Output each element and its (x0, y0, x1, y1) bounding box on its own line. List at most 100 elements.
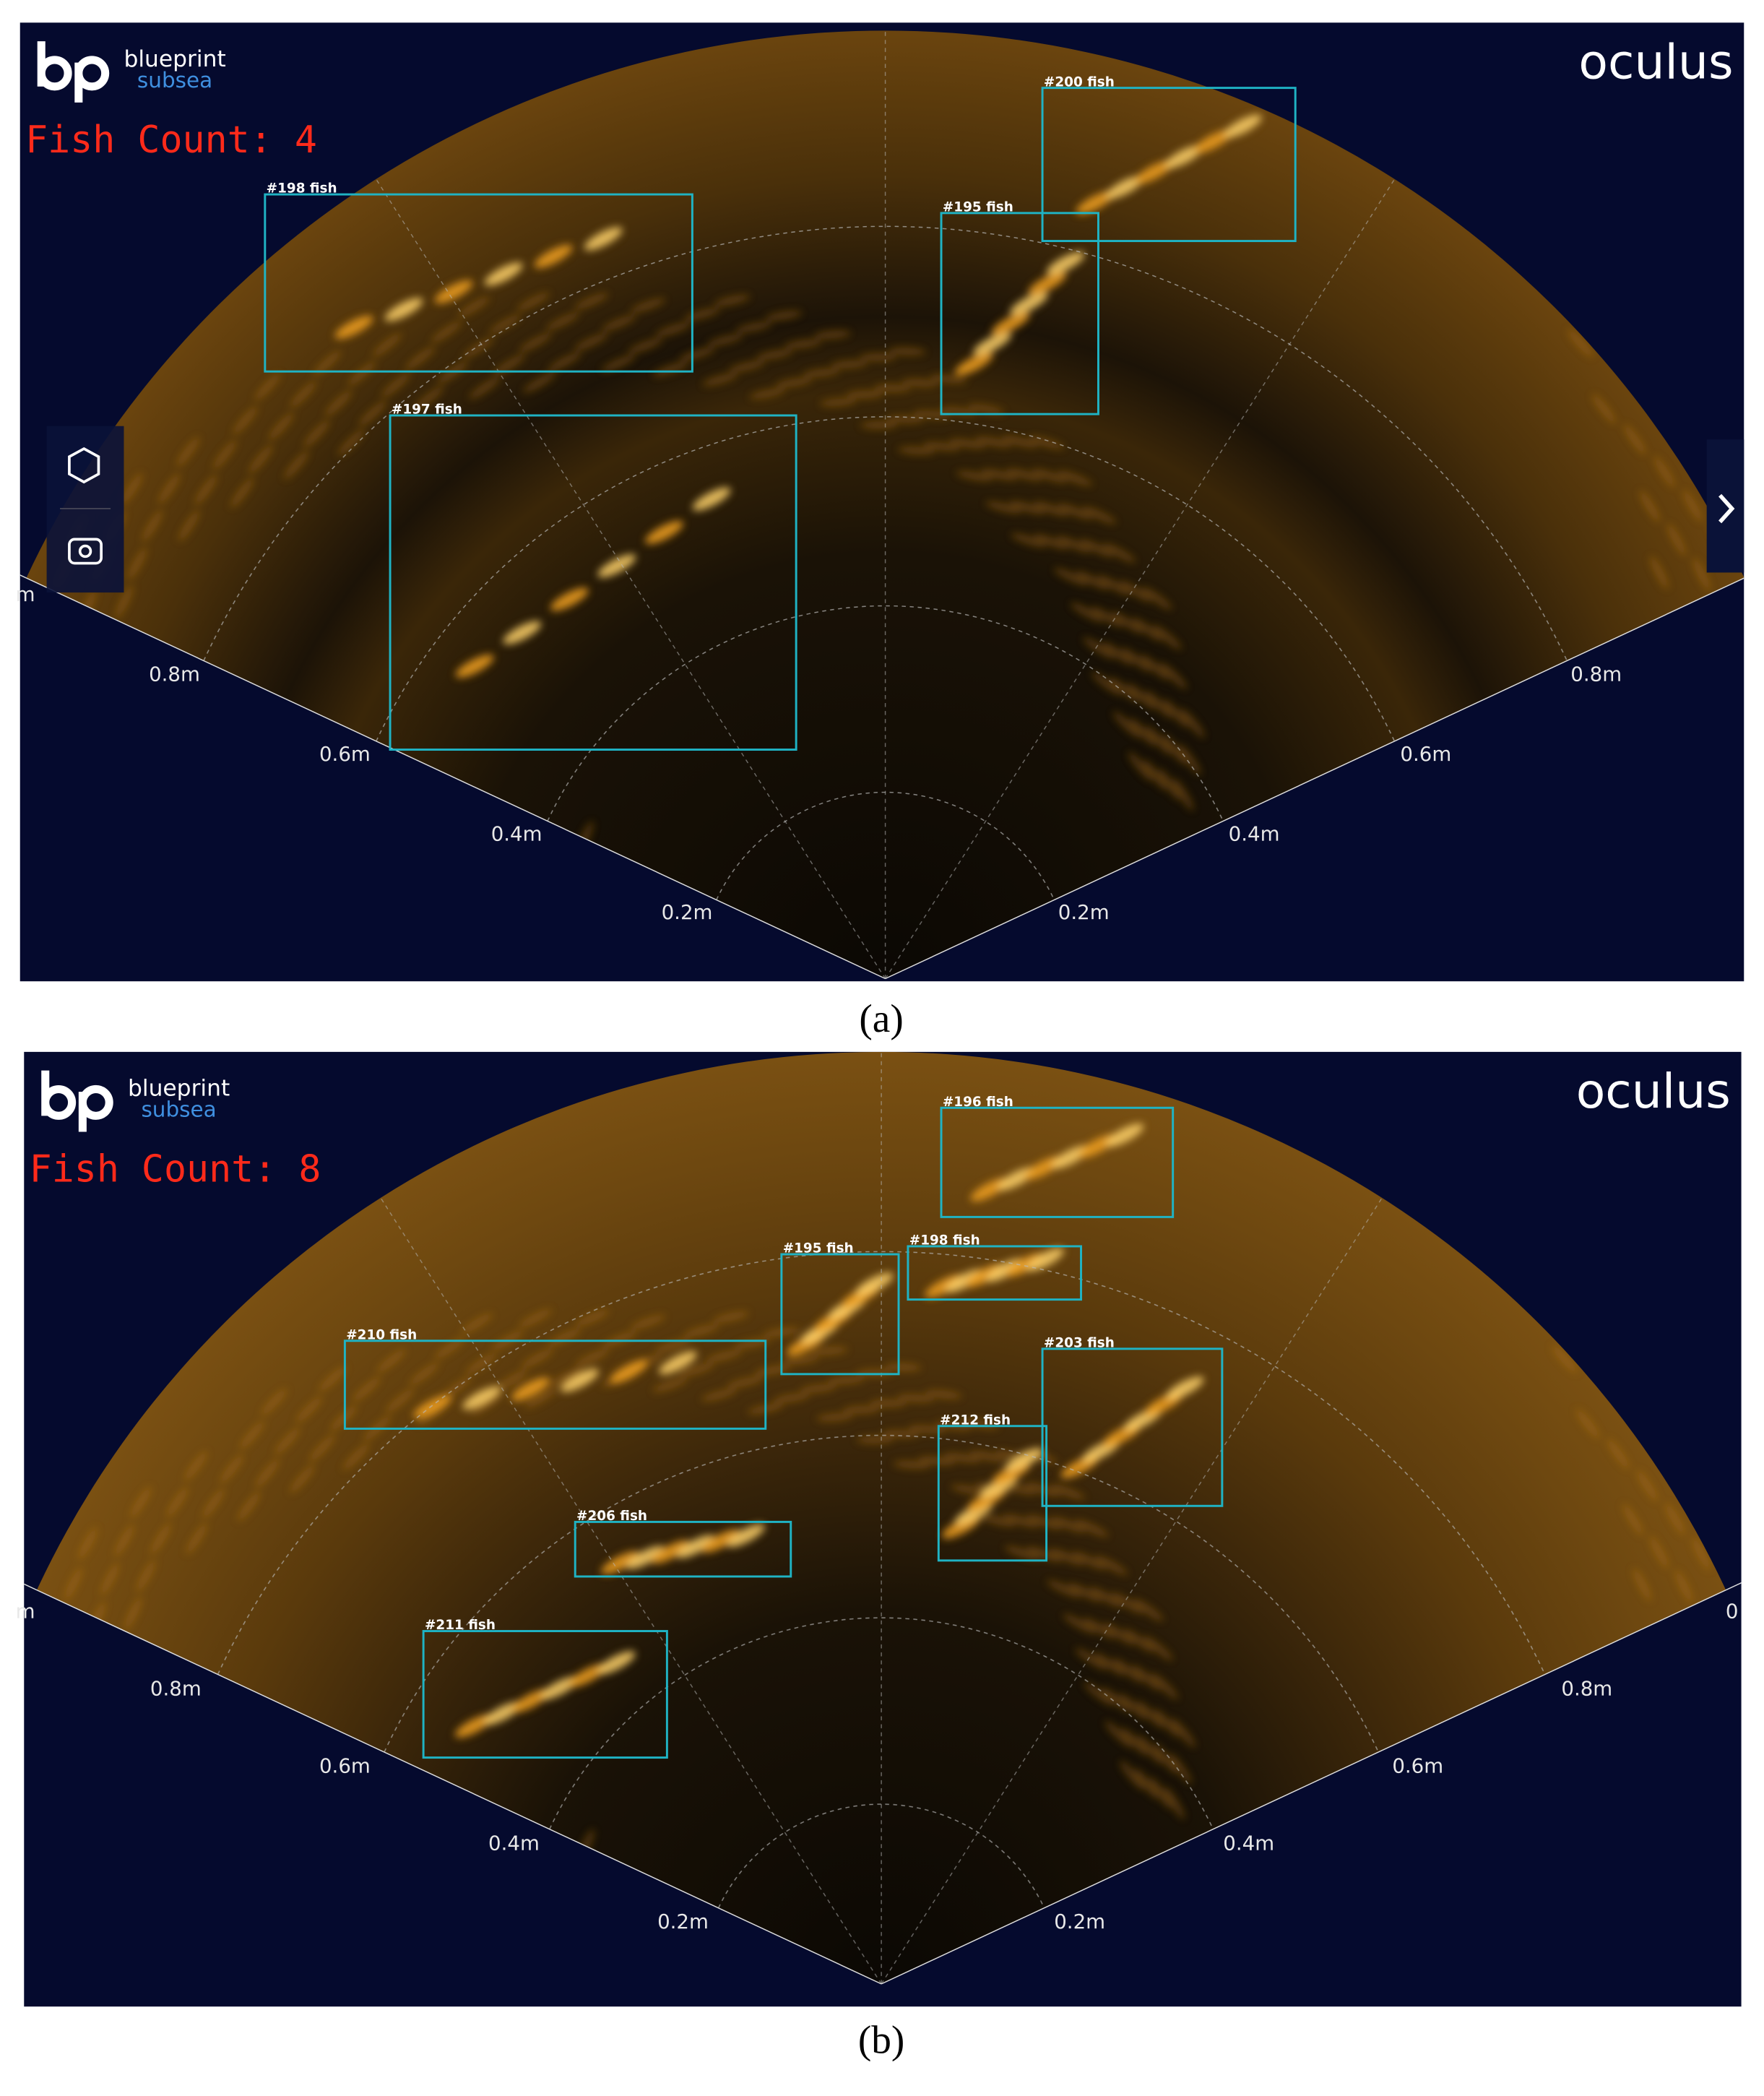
detection-label: #200 fish (1044, 74, 1115, 90)
fish-echo (973, 332, 1012, 355)
camera-icon[interactable] (68, 538, 103, 565)
echo-speckle (873, 384, 911, 392)
expand-chevron[interactable] (1718, 493, 1735, 524)
echo-speckle (289, 1465, 315, 1493)
camera-lens (78, 544, 92, 558)
detection-label: #203 fish (1044, 1335, 1115, 1350)
echo-speckle (1103, 1623, 1135, 1645)
echo-speckle (1082, 506, 1117, 524)
range-label-left: 0.2m (662, 900, 713, 924)
logo-bp (41, 1070, 113, 1132)
echo-speckle (735, 322, 773, 333)
sonar-panel: 0.8m 0.8m 0.6m 0.6m 0.4m 0.4m 0.2m 0.2m m 0 #196 f… (16, 1051, 1742, 2062)
echo-speckle (800, 1384, 837, 1393)
echo-speckle (967, 404, 1005, 415)
echo-speckle (831, 360, 868, 369)
fish-echo (676, 1535, 715, 1558)
echo-speckle (1128, 751, 1153, 782)
echo-speckle (574, 333, 608, 350)
fish-echo (584, 227, 623, 251)
bearing-line (376, 178, 886, 979)
echo-speckle (1639, 490, 1661, 523)
echo-speckle (784, 339, 822, 349)
echo-speckle (749, 388, 786, 400)
echo-speckle (254, 1458, 280, 1488)
logo-sub: subsea (137, 68, 212, 92)
echo-speckle (303, 420, 330, 448)
echo-speckle (1575, 1409, 1600, 1439)
echo-speckle (1089, 1587, 1123, 1608)
fish-echo (1051, 1145, 1090, 1169)
echo-speckle (295, 1396, 323, 1423)
echo-speckle (178, 509, 200, 542)
echo-speckle (628, 338, 663, 354)
echo-speckle (409, 1362, 440, 1386)
echo-speckle (930, 374, 967, 384)
echo-speckle (1145, 691, 1172, 718)
echo-speckle (1079, 539, 1114, 557)
echo-speckle (248, 444, 273, 474)
echo-speckle (803, 368, 840, 378)
fan-edge (885, 577, 1744, 980)
echo-speckle (1119, 1694, 1147, 1720)
echo-speckle (652, 1377, 688, 1392)
echo-speckle (121, 473, 143, 505)
echo-speckle (518, 1308, 553, 1328)
fish-echo (1005, 1448, 1043, 1472)
range-arc (217, 1251, 1546, 1675)
side-tab (1706, 439, 1744, 573)
sonar-texture (54, 114, 1729, 855)
echo-speckle (547, 1328, 581, 1347)
echo-speckle (856, 1436, 894, 1444)
echo-speckle (405, 346, 436, 370)
range-label-left: 0.4m (488, 1831, 540, 1855)
fish-echo (970, 1178, 1009, 1202)
echo-speckle (1120, 1761, 1145, 1790)
echo-speckle (308, 1434, 336, 1462)
fish-count: Fish Count: 8 (30, 1148, 321, 1191)
fish-echo (540, 1676, 579, 1700)
fish-echo (511, 1377, 550, 1401)
echo-speckle (1136, 1700, 1164, 1728)
fish-echo (454, 1714, 493, 1738)
echo-speckle (884, 1363, 922, 1372)
echo-speckle (810, 1346, 848, 1355)
echo-speckle (1104, 1721, 1133, 1748)
fish-echo (645, 520, 683, 544)
echo-speckle (1162, 699, 1189, 728)
echo-speckle (1102, 543, 1136, 563)
echo-speckle (1591, 394, 1617, 424)
echo-speckle (630, 1314, 666, 1329)
fish-echo (462, 1386, 501, 1410)
echo-speckle (827, 1376, 865, 1384)
echo-speckle (701, 1389, 738, 1402)
echo-speckle (1006, 468, 1042, 481)
echo-speckle (519, 332, 552, 353)
fish-echo (610, 1360, 648, 1384)
logo-sub: subsea (141, 1097, 216, 1121)
echo-speckle (1083, 1618, 1115, 1639)
echo-speckle (64, 1566, 83, 1601)
detection-label: #195 fish (943, 199, 1013, 215)
echo-speckle (1075, 1648, 1107, 1670)
edge-label: m (16, 1600, 35, 1623)
settings-icon[interactable] (68, 447, 100, 484)
echo-speckle (1178, 744, 1201, 775)
range-label-right: 0.8m (1570, 662, 1622, 686)
detection-box (940, 212, 1099, 415)
echo-speckle (337, 428, 365, 456)
echo-speckle (655, 322, 691, 337)
fish-echo (1194, 129, 1232, 153)
fish-echo (561, 1368, 599, 1392)
echo-speckle (1082, 637, 1115, 659)
echo-speckle (1649, 1535, 1669, 1569)
fish-echo (1164, 145, 1203, 169)
echo-speckle (1097, 575, 1130, 595)
echo-speckle (630, 298, 666, 313)
edge-label: 0 (1726, 1600, 1739, 1623)
echo-speckle (819, 397, 857, 407)
echo-speckle (1568, 329, 1594, 358)
echo-speckle (1164, 1787, 1185, 1819)
range-label-left: 0.4m (491, 821, 542, 845)
